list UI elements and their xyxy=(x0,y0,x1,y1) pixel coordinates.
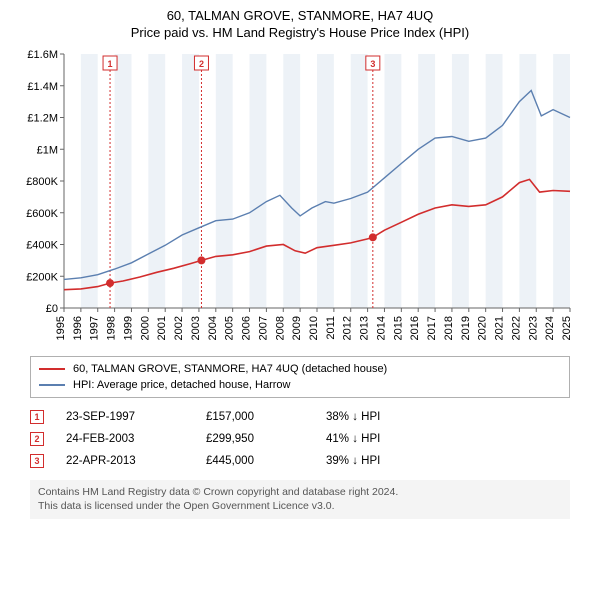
marker-price: £299,950 xyxy=(206,433,326,445)
marker-row: 2 24-FEB-2003 £299,950 41% ↓ HPI xyxy=(30,428,570,450)
chart-area: £0 £200K £400K £600K £800K £1M £1.2M £1.4M £1.6M… xyxy=(20,48,580,348)
svg-text:2004: 2004 xyxy=(207,316,219,340)
svg-text:2: 2 xyxy=(199,59,204,69)
svg-text:£1.6M: £1.6M xyxy=(27,49,58,61)
legend-label: 60, TALMAN GROVE, STANMORE, HA7 4UQ (det… xyxy=(73,363,387,375)
svg-text:2014: 2014 xyxy=(375,316,387,340)
marker-table: 1 23-SEP-1997 £157,000 38% ↓ HPI 2 24-FE… xyxy=(30,406,570,472)
marker-row: 1 23-SEP-1997 £157,000 38% ↓ HPI xyxy=(30,406,570,428)
svg-text:2013: 2013 xyxy=(359,316,371,340)
svg-text:2011: 2011 xyxy=(325,316,337,340)
sub-title: Price paid vs. HM Land Registry's House … xyxy=(0,25,600,40)
footer-line: This data is licensed under the Open Gov… xyxy=(38,500,562,514)
svg-text:2023: 2023 xyxy=(527,316,539,340)
svg-text:2019: 2019 xyxy=(460,316,472,340)
svg-text:£800K: £800K xyxy=(26,176,58,188)
marker-delta: 41% ↓ HPI xyxy=(326,433,446,445)
svg-text:£1.4M: £1.4M xyxy=(27,81,58,93)
main-title: 60, TALMAN GROVE, STANMORE, HA7 4UQ xyxy=(0,8,600,23)
svg-text:£600K: £600K xyxy=(26,208,58,220)
svg-text:2003: 2003 xyxy=(190,316,202,340)
svg-text:2017: 2017 xyxy=(426,316,438,340)
svg-text:£1M: £1M xyxy=(37,144,58,156)
svg-text:2008: 2008 xyxy=(274,316,286,340)
svg-text:2000: 2000 xyxy=(139,316,151,340)
marker-badge: 2 xyxy=(30,432,44,446)
svg-text:2001: 2001 xyxy=(156,316,168,340)
svg-text:£0: £0 xyxy=(46,303,58,315)
svg-text:2006: 2006 xyxy=(241,316,253,340)
svg-text:3: 3 xyxy=(370,59,375,69)
chart-svg: £0 £200K £400K £600K £800K £1M £1.2M £1.4M £1.6M… xyxy=(20,48,580,348)
svg-text:2009: 2009 xyxy=(291,316,303,340)
marker-price: £445,000 xyxy=(206,455,326,467)
svg-text:£200K: £200K xyxy=(26,271,58,283)
svg-text:2022: 2022 xyxy=(510,316,522,340)
footer-line: Contains HM Land Registry data © Crown c… xyxy=(38,486,562,500)
svg-text:1995: 1995 xyxy=(55,316,67,340)
legend-row: HPI: Average price, detached house, Harr… xyxy=(39,377,561,393)
svg-text:2018: 2018 xyxy=(443,316,455,340)
svg-text:1: 1 xyxy=(108,59,113,69)
legend-row: 60, TALMAN GROVE, STANMORE, HA7 4UQ (det… xyxy=(39,361,561,377)
svg-text:2021: 2021 xyxy=(494,316,506,340)
svg-text:2010: 2010 xyxy=(308,316,320,340)
svg-text:2020: 2020 xyxy=(477,316,489,340)
svg-text:£400K: £400K xyxy=(26,240,58,252)
svg-text:1998: 1998 xyxy=(106,316,118,340)
svg-text:2024: 2024 xyxy=(544,316,556,340)
svg-text:2025: 2025 xyxy=(561,316,573,340)
legend-label: HPI: Average price, detached house, Harr… xyxy=(73,379,290,391)
marker-date: 24-FEB-2003 xyxy=(66,433,206,445)
svg-text:2012: 2012 xyxy=(342,316,354,340)
marker-date: 22-APR-2013 xyxy=(66,455,206,467)
marker-date: 23-SEP-1997 xyxy=(66,411,206,423)
marker-row: 3 22-APR-2013 £445,000 39% ↓ HPI xyxy=(30,450,570,472)
svg-text:1997: 1997 xyxy=(89,316,101,340)
footer-note: Contains HM Land Registry data © Crown c… xyxy=(30,480,570,519)
title-block: 60, TALMAN GROVE, STANMORE, HA7 4UQ Pric… xyxy=(0,0,600,40)
legend-swatch xyxy=(39,368,65,370)
chart-container: 60, TALMAN GROVE, STANMORE, HA7 4UQ Pric… xyxy=(0,0,600,519)
legend: 60, TALMAN GROVE, STANMORE, HA7 4UQ (det… xyxy=(30,356,570,398)
marker-delta: 38% ↓ HPI xyxy=(326,411,446,423)
svg-text:2005: 2005 xyxy=(224,316,236,340)
svg-text:2007: 2007 xyxy=(257,316,269,340)
marker-badge: 3 xyxy=(30,454,44,468)
marker-badge: 1 xyxy=(30,410,44,424)
svg-text:1996: 1996 xyxy=(72,316,84,340)
svg-text:2016: 2016 xyxy=(409,316,421,340)
legend-swatch xyxy=(39,384,65,386)
svg-text:2002: 2002 xyxy=(173,316,185,340)
marker-price: £157,000 xyxy=(206,411,326,423)
svg-text:2015: 2015 xyxy=(392,316,404,340)
svg-text:1999: 1999 xyxy=(122,316,134,340)
svg-text:£1.2M: £1.2M xyxy=(27,113,58,125)
marker-delta: 39% ↓ HPI xyxy=(326,455,446,467)
